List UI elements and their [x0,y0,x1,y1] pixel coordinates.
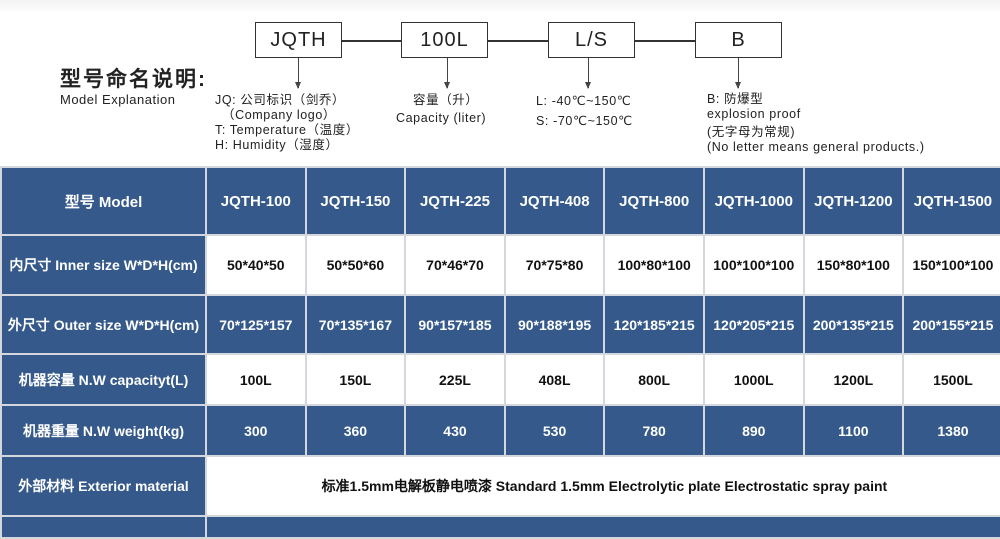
arrow-down-icon [295,58,301,89]
model-explanation-section [0,0,1000,166]
table-cell: 100L [205,353,307,406]
row-label: 机器重量 N.W weight(kg) [0,404,207,457]
spec-table: 型号 Model JQTH-100 JQTH-150 JQTH-225 JQTH… [0,166,1000,539]
table-cell: 200*155*215 [902,294,1000,355]
table-cell: 150*80*100 [802,234,905,296]
table-cell: 530 [503,404,606,457]
code-box-series: JQTH [255,22,342,58]
arrow-down-icon [735,58,741,89]
model-cell: JQTH-800 [603,166,705,236]
jq-line: （Company logo） [222,108,337,122]
explosion-line: B: 防爆型 [707,92,764,106]
table-row: 内尺寸 Inner size W*D*H(cm) 50*40*50 50*50*60… [0,234,1000,296]
capacity-line: 容量（升） [413,93,479,107]
table-cell: 360 [304,404,407,457]
table-row: 机器重量 N.W weight(kg) 300 360 430 530 780 890 110… [0,404,1000,457]
table-cell: 300 [205,404,307,457]
arrow-down-icon [444,58,450,89]
table-cell: 70*75*80 [503,234,606,296]
table-cell: 150L [304,353,407,406]
table-cell: 50*40*50 [205,234,307,296]
table-cell: 430 [404,404,506,457]
table-cell: 1100 [802,404,905,457]
table-row-exterior: 外部材料 Exterior material 标准1.5mm电解板静电喷漆 Sta… [0,455,1000,517]
model-cell: JQTH-100 [205,166,307,236]
model-cell: JQTH-150 [304,166,407,236]
row-label: 外部材料 Exterior material [0,455,207,517]
table-cell: 150*100*100 [902,234,1000,296]
jq-line: H: Humidity（湿度） [215,138,339,152]
table-cell: 120*205*215 [702,294,805,355]
table-cell: 890 [702,404,805,457]
code-box-temperature: L/S [548,22,635,58]
table-cell: 1500L [902,353,1000,406]
table-cell: 200*135*215 [802,294,905,355]
header-model: 型号 Model [0,166,207,236]
explanation-title-cn: 型号命名说明: [60,68,207,91]
temp-line: L: -40℃~150℃ [536,94,632,108]
connector-line [634,40,696,42]
model-cell: JQTH-1000 [702,166,805,236]
model-cell: JQTH-1500 [902,166,1000,236]
jq-line: T: Temperature（温度） [215,123,359,137]
explosion-line: (No letter means general products.) [707,140,925,154]
connector-line [341,40,402,42]
exterior-value: 标准1.5mm电解板静电喷漆 Standard 1.5mm Electrolyt… [205,455,1000,517]
temp-line: S: -70℃~150℃ [536,114,633,128]
table-cell: 100*100*100 [702,234,805,296]
table-cell: 90*188*195 [503,294,606,355]
table-header-row: 型号 Model JQTH-100 JQTH-150 JQTH-225 JQTH… [0,166,1000,236]
connector-line [487,40,549,42]
arrow-down-icon [585,58,591,89]
table-cell: 1380 [902,404,1000,457]
table-row: 机器容量 N.W capacityt(L) 100L 150L 225L 408L 800… [0,353,1000,406]
jq-line: JQ: 公司标识（剑乔） [215,93,346,107]
explosion-line: explosion proof [707,107,801,121]
table-cell: 70*135*167 [304,294,407,355]
explanation-title-en: Model Explanation [60,92,176,107]
table-cell: 225L [404,353,506,406]
table-cell: 90*157*185 [404,294,506,355]
table-cell: 70*125*157 [205,294,307,355]
table-cell: 800L [603,353,705,406]
model-cell: JQTH-1200 [802,166,905,236]
model-cell: JQTH-225 [404,166,506,236]
row-label: 外尺寸 Outer size W*D*H(cm) [0,294,207,355]
table-cell: 408L [503,353,606,406]
explosion-line: (无字母为常规) [707,125,796,139]
capacity-line: Capacity (liter) [396,111,487,125]
table-cell: 780 [603,404,705,457]
row-label: 内尺寸 Inner size W*D*H(cm) [0,234,207,296]
table-cell: 100*80*100 [603,234,705,296]
table-cell: 120*185*215 [603,294,705,355]
code-box-capacity: 100L [401,22,488,58]
model-cell: JQTH-408 [503,166,606,236]
table-cell: 1200L [802,353,905,406]
table-cell: 70*46*70 [404,234,506,296]
table-row: 外尺寸 Outer size W*D*H(cm) 70*125*157 70*135… [0,294,1000,355]
table-cell: 50*50*60 [304,234,407,296]
table-cell: 1000L [702,353,805,406]
row-label: 机器容量 N.W capacityt(L) [0,353,207,406]
code-box-explosion: B [695,22,782,58]
